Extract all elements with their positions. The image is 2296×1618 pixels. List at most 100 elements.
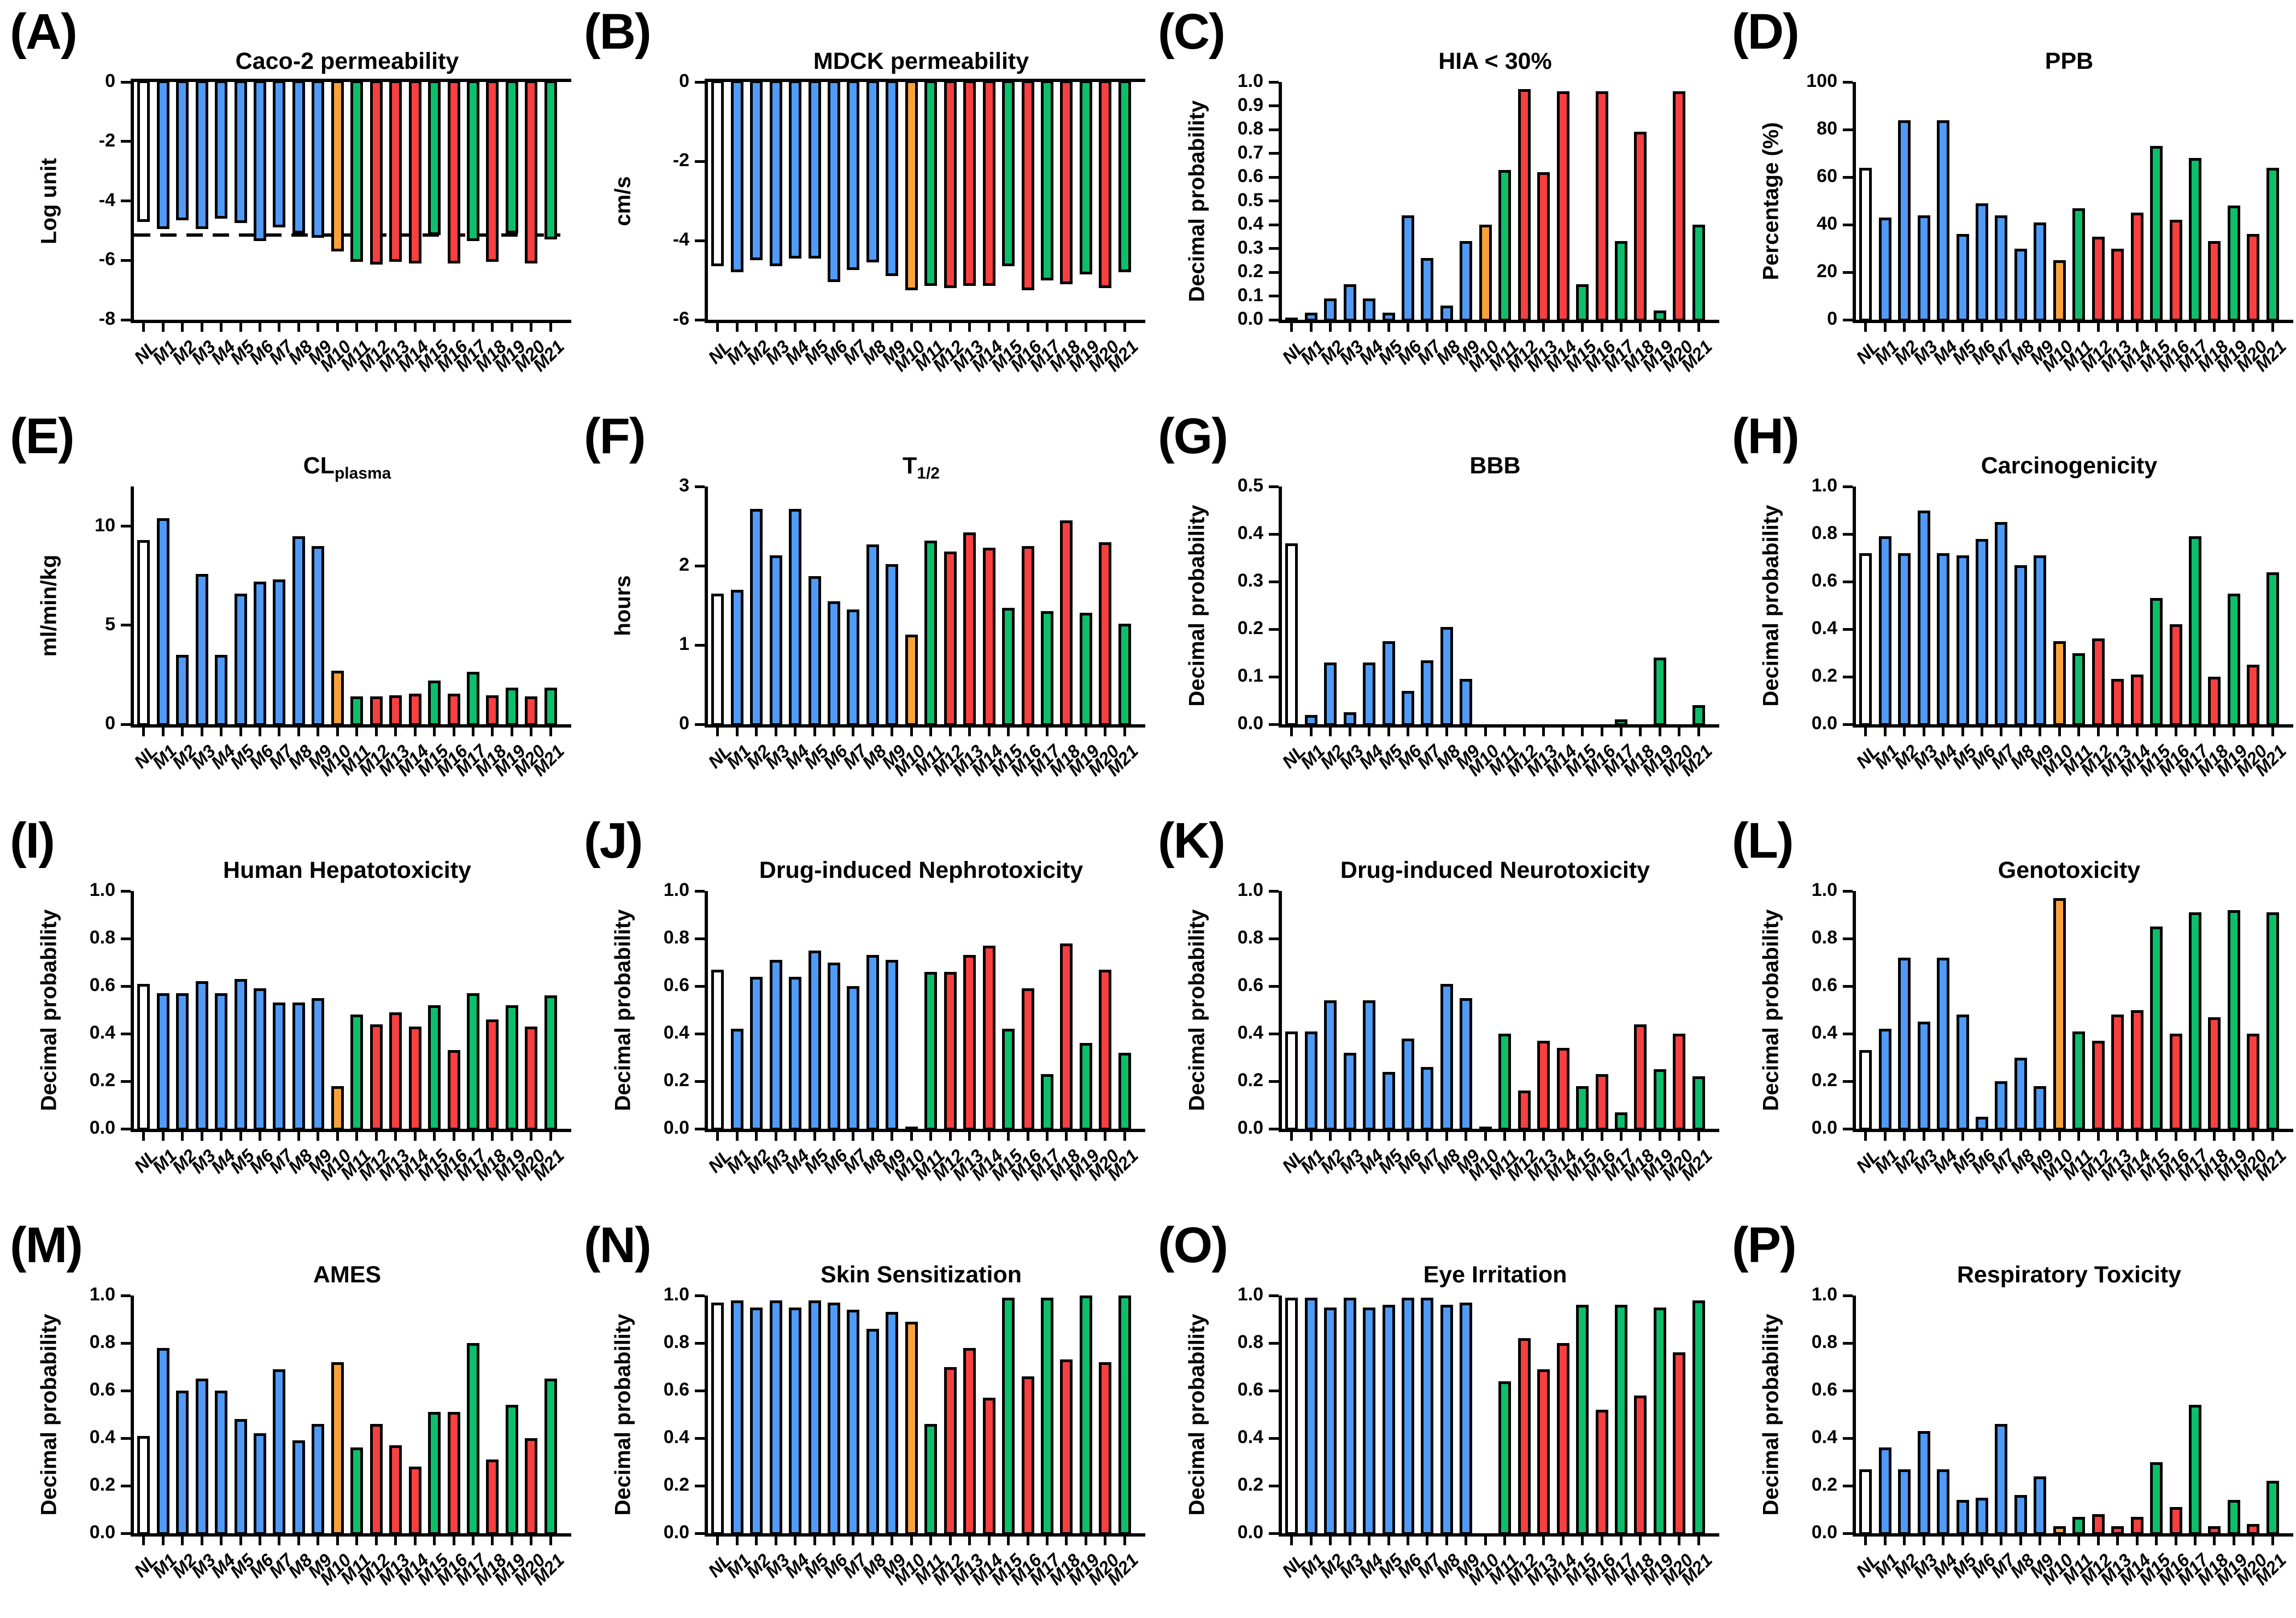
y-tick xyxy=(1269,223,1279,226)
bar-m13 xyxy=(963,1347,976,1535)
x-tick xyxy=(220,323,223,332)
y-tick-label: 1.0 xyxy=(1811,880,1837,900)
x-tick xyxy=(2116,728,2119,736)
x-tick xyxy=(1542,323,1545,332)
x-tick xyxy=(2039,1537,2042,1545)
bar-m14 xyxy=(982,946,995,1130)
bar-m9 xyxy=(886,80,899,277)
bar-m7 xyxy=(1421,257,1434,321)
x-tick xyxy=(2077,728,2081,736)
x-tick xyxy=(317,728,320,736)
y-tick xyxy=(695,318,705,321)
bar-m6 xyxy=(253,988,266,1130)
chart-title: PPB xyxy=(2045,48,2094,74)
y-tick xyxy=(1269,1389,1279,1392)
x-tick xyxy=(1484,1132,1487,1141)
x-tick xyxy=(1329,323,1332,332)
panel-letter: (B) xyxy=(584,4,652,60)
x-tick xyxy=(200,1132,203,1141)
x-tick xyxy=(394,728,397,736)
y-tick-label: 0.2 xyxy=(89,1474,115,1495)
x-tick xyxy=(239,323,242,332)
y-tick xyxy=(695,1437,705,1440)
bar-m15 xyxy=(2150,146,2163,321)
x-tick xyxy=(1065,323,1068,332)
x-tick xyxy=(813,728,816,736)
y-tick-label: 0.4 xyxy=(1811,1022,1837,1043)
x-tick xyxy=(1406,1132,1409,1141)
x-tick xyxy=(1406,323,1409,332)
x-tick xyxy=(1542,1132,1545,1141)
y-tick xyxy=(121,1080,131,1083)
x-tick xyxy=(968,323,971,332)
bar-m2 xyxy=(1324,662,1337,726)
x-tick xyxy=(2058,728,2061,736)
bar-m3 xyxy=(195,80,208,230)
bar-m4 xyxy=(789,508,802,726)
x-tick xyxy=(1065,1537,1068,1545)
y-axis-title: Percentage (%) xyxy=(1759,122,1783,280)
y-tick-label: 0.8 xyxy=(1811,523,1837,543)
bar-m11 xyxy=(350,696,364,726)
x-tick xyxy=(1309,1132,1313,1141)
x-tick xyxy=(394,1537,397,1545)
bar-m2 xyxy=(176,655,189,726)
bar-m3 xyxy=(195,1379,208,1535)
x-tick xyxy=(755,1537,758,1545)
x-tick xyxy=(1123,323,1126,332)
x-tick xyxy=(2135,323,2139,332)
x-tick xyxy=(1123,1132,1126,1141)
y-tick xyxy=(1843,1532,1853,1535)
x-tick xyxy=(1542,728,1545,736)
x-tick xyxy=(948,323,952,332)
x-tick xyxy=(774,323,777,332)
bar-nl xyxy=(137,540,150,726)
y-tick xyxy=(1269,675,1279,678)
bar-m14 xyxy=(982,1398,995,1535)
bar-m19 xyxy=(1079,1043,1092,1130)
y-axis-title: Decimal probability xyxy=(611,1314,635,1515)
x-tick xyxy=(471,1537,475,1545)
x-tick xyxy=(1864,1537,1867,1545)
bar-m5 xyxy=(234,978,247,1130)
bar-m20 xyxy=(2247,1523,2260,1535)
x-tick xyxy=(774,728,777,736)
bar-m19 xyxy=(2227,593,2240,726)
x-tick xyxy=(910,728,913,736)
bar-m6 xyxy=(1975,1497,1988,1535)
y-tick xyxy=(1269,295,1279,297)
x-tick xyxy=(1600,1537,1603,1545)
x-tick xyxy=(181,323,184,332)
x-tick xyxy=(1678,728,1681,736)
bar-m8 xyxy=(1440,305,1453,321)
x-tick xyxy=(413,323,417,332)
y-tick-label: 0.2 xyxy=(1237,261,1263,282)
bar-m8 xyxy=(2014,565,2027,726)
bar-m2 xyxy=(176,80,189,220)
x-tick xyxy=(1619,1132,1623,1141)
x-tick xyxy=(1561,323,1565,332)
y-tick-label: 0.8 xyxy=(1811,927,1837,948)
x-tick xyxy=(394,1132,397,1141)
panel-letter: (H) xyxy=(1732,408,1800,464)
y-tick-label: 0.0 xyxy=(89,1522,115,1543)
y-tick xyxy=(1843,1437,1853,1440)
bar-m5 xyxy=(1956,234,1969,321)
x-tick xyxy=(1445,728,1448,736)
bar-m6 xyxy=(1401,215,1414,321)
y-tick-label: 0 xyxy=(105,713,115,734)
x-tick xyxy=(2232,323,2235,332)
x-tick xyxy=(1123,1537,1126,1545)
threshold-dashline xyxy=(134,233,560,237)
x-tick xyxy=(2155,323,2158,332)
x-tick xyxy=(1104,1537,1107,1545)
x-tick xyxy=(1864,728,1867,736)
x-tick xyxy=(278,1537,281,1545)
bar-m17 xyxy=(1040,1074,1053,1130)
y-tick xyxy=(121,200,131,202)
bar-m14 xyxy=(2130,1516,2143,1535)
x-tick xyxy=(336,1537,339,1545)
bar-m3 xyxy=(769,555,782,726)
x-tick xyxy=(1522,1132,1526,1141)
y-tick-label: 0.8 xyxy=(1237,1332,1263,1352)
